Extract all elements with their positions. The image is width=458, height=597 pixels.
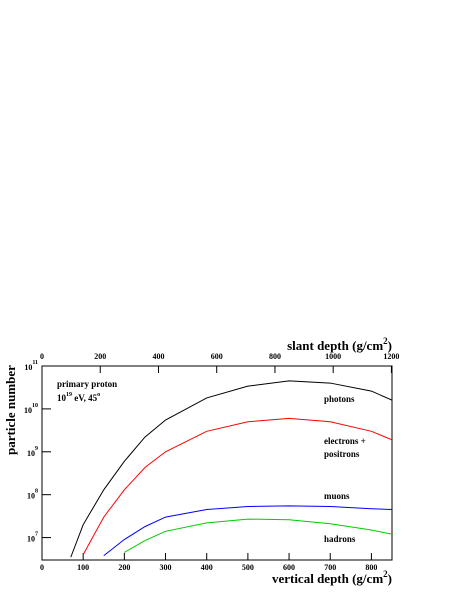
annotation: primary proton [57, 379, 117, 389]
x-tick-label: 0 [40, 563, 44, 572]
series-label: photons [324, 394, 355, 404]
x2-tick-label: 1200 [383, 352, 399, 361]
x-tick-label: 400 [201, 563, 213, 572]
annotation-part: eV, 45 [72, 393, 98, 403]
x-tick-label: 800 [365, 563, 377, 572]
series-label: hadrons [324, 534, 356, 544]
x2-tick-label: 800 [269, 352, 281, 361]
series-line [70, 380, 392, 558]
y-tick-exp: 8 [35, 489, 38, 495]
x-tick-label: 200 [118, 563, 130, 572]
x2-axis-label: slant depth (g/cm2) [287, 336, 392, 353]
series-line [124, 518, 392, 553]
y-tick-label: 108 [27, 489, 38, 500]
series-line [103, 505, 392, 556]
y-tick-base: 10 [24, 406, 32, 415]
x-axis-label-end: ) [388, 571, 392, 586]
x2-axis-label-end: ) [388, 338, 392, 353]
y-tick-base: 10 [24, 363, 32, 372]
x2-tick-label: 400 [152, 352, 164, 361]
annotation-part: 19 [66, 392, 72, 398]
series-label: positrons [324, 449, 360, 459]
x-axis-label: vertical depth (g/cm2) [272, 569, 392, 586]
y-tick-label: 1011 [24, 360, 38, 371]
x-tick-label: 300 [160, 563, 172, 572]
series-label: muons [324, 491, 350, 501]
annotation-part: 10 [57, 393, 67, 403]
series-label: electrons + [324, 436, 366, 446]
y-axis-label: particle number [3, 365, 18, 455]
y-tick-exp: 10 [32, 403, 38, 409]
y-tick-base: 10 [27, 449, 35, 458]
x-tick-label: 500 [242, 563, 254, 572]
y-tick-exp: 9 [35, 446, 38, 452]
annotation-part: o [97, 392, 100, 398]
y-tick-label: 107 [27, 532, 38, 543]
x2-tick-label: 200 [94, 352, 106, 361]
y-tick-label: 109 [27, 446, 38, 457]
series-line [82, 417, 392, 555]
y-tick-exp: 7 [35, 532, 38, 538]
y-tick-base: 10 [27, 534, 35, 543]
y-tick-exp: 11 [32, 360, 38, 366]
x-tick-label: 700 [324, 563, 336, 572]
annotation: 1019 eV, 45o [57, 392, 100, 403]
x-tick-label: 100 [77, 563, 89, 572]
x-tick-label: 600 [283, 563, 295, 572]
x-axis-label-sup: 2 [383, 569, 388, 579]
x2-tick-label: 0 [40, 352, 44, 361]
x2-tick-label: 600 [211, 352, 223, 361]
y-tick-base: 10 [27, 492, 35, 501]
x-axis-label-text: vertical depth (g/cm [272, 571, 383, 586]
x2-tick-label: 1000 [325, 352, 341, 361]
x2-axis-label-text: slant depth (g/cm [287, 338, 383, 353]
y-tick-label: 1010 [24, 403, 38, 414]
x2-axis-label-sup: 2 [383, 336, 388, 346]
